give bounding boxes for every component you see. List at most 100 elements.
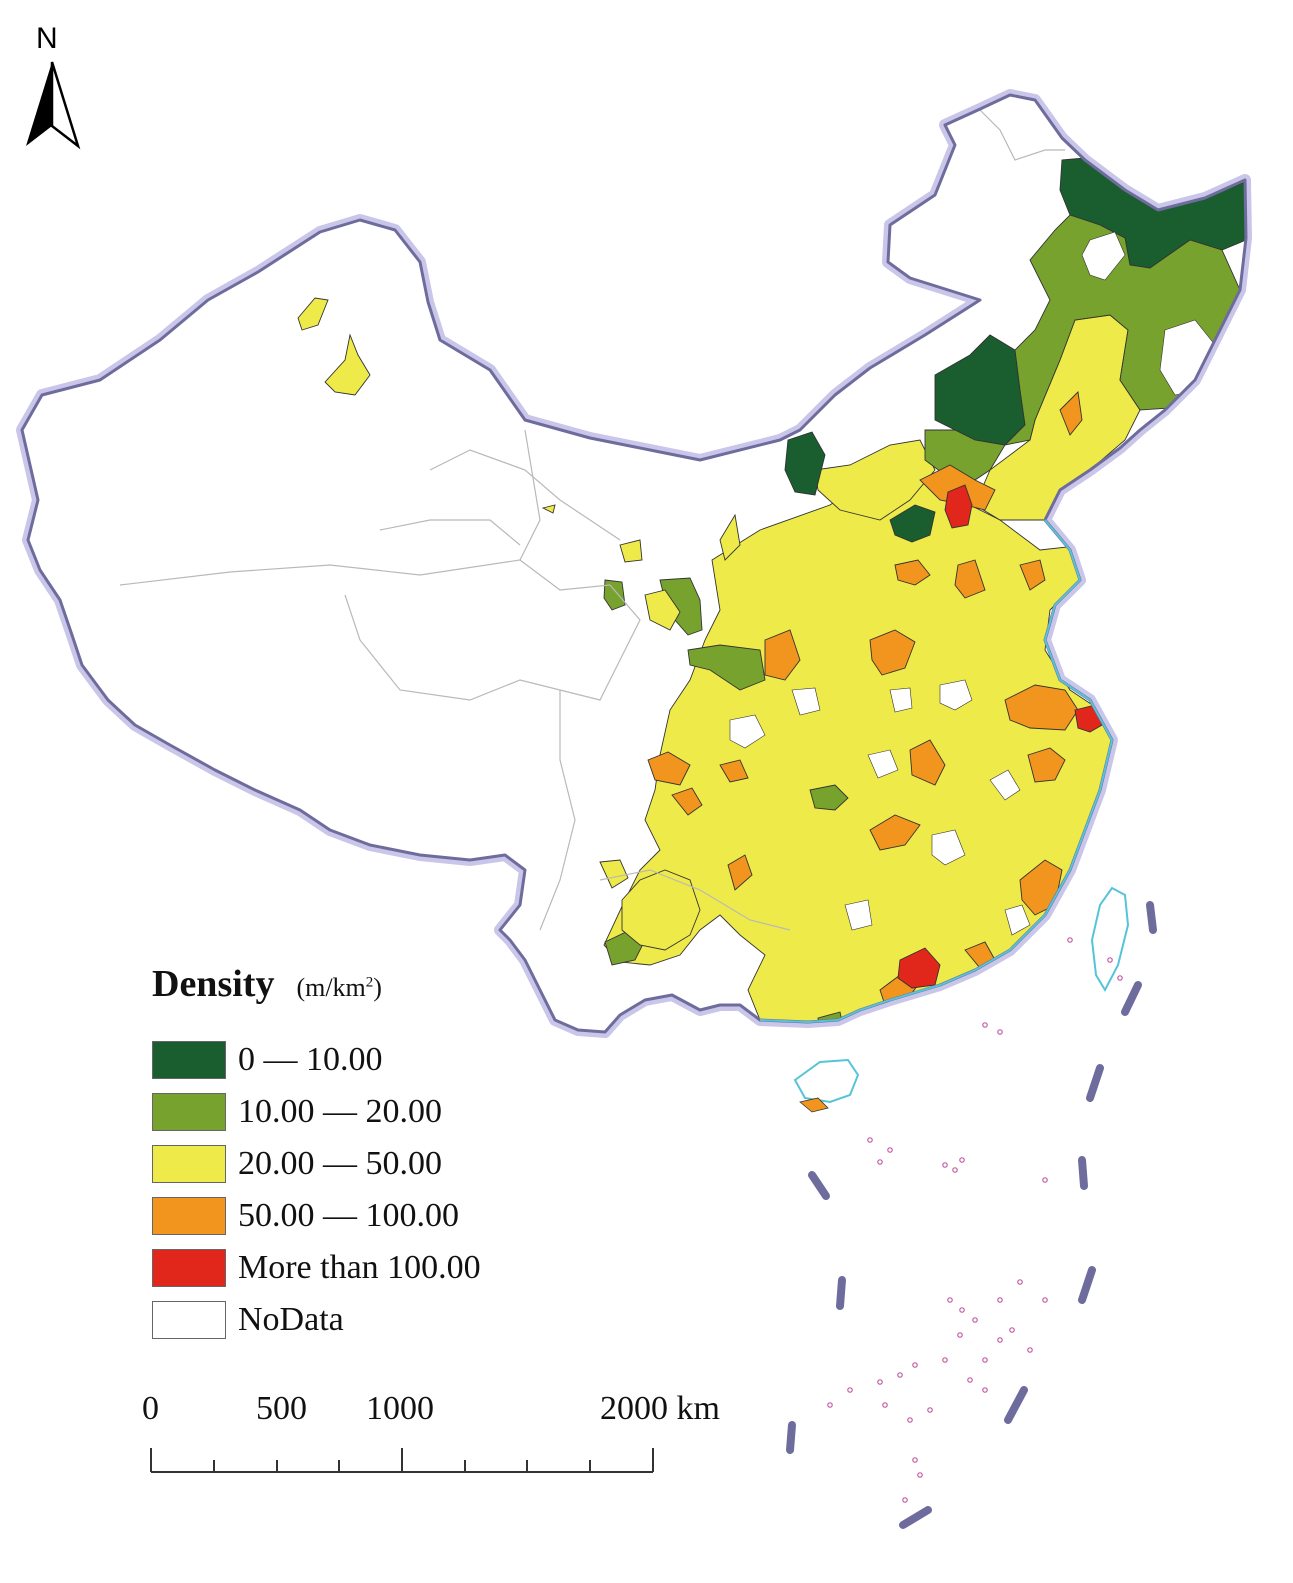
- legend-label: NoData: [238, 1301, 344, 1338]
- legend-item: NoData: [152, 1294, 481, 1346]
- island-dot: [972, 1317, 978, 1323]
- dash-segment: [786, 1421, 796, 1454]
- island-dot: [917, 1472, 923, 1478]
- legend-unit: (m/km2): [296, 973, 382, 1003]
- density-region-6: [784, 431, 826, 496]
- island-dot: [952, 1167, 958, 1173]
- scale-bar: 0 500 1000 2000 km: [140, 1390, 760, 1480]
- density-region-31: [764, 629, 801, 681]
- density-region-3: [814, 439, 936, 521]
- island-dot: [1067, 937, 1073, 943]
- density-region-36: [869, 814, 921, 851]
- legend-item: More than 100.00: [152, 1242, 481, 1294]
- legend-swatch: [152, 1301, 226, 1339]
- island-dot: [942, 1357, 948, 1363]
- legend-unit-suffix: ): [373, 973, 382, 1002]
- density-region-42: [944, 484, 973, 529]
- hainan-orange-region: [799, 1097, 829, 1113]
- legend-item: 10.00 — 20.00: [152, 1086, 481, 1138]
- legend-label: 10.00 — 20.00: [238, 1093, 442, 1130]
- legend-label: More than 100.00: [238, 1249, 481, 1286]
- density-region-29: [1004, 684, 1079, 731]
- density-region-28: [869, 629, 916, 676]
- island-dot: [847, 1387, 853, 1393]
- north-arrow: N: [22, 22, 82, 152]
- dash-segment: [1086, 1064, 1104, 1102]
- north-arrow-icon: [26, 61, 81, 150]
- island-dot: [1042, 1297, 1048, 1303]
- density-region-16: [621, 869, 701, 951]
- island-dot: [982, 1387, 988, 1393]
- density-region-52: [844, 899, 873, 931]
- dash-segment: [1146, 901, 1157, 934]
- legend: Density (m/km2) 0 — 10.00 10.00 — 20.00 …: [152, 962, 481, 1346]
- dash-segment: [1078, 1266, 1096, 1304]
- density-region-51: [931, 829, 966, 866]
- island-dot: [1017, 1279, 1023, 1285]
- density-region-32: [647, 751, 691, 786]
- island-dot: [982, 1022, 988, 1028]
- density-region-24: [919, 464, 996, 511]
- province-boundaries: [119, 109, 1065, 931]
- island-dot: [927, 1407, 933, 1413]
- density-region-23: [541, 504, 556, 514]
- scale-bar-ruler: [150, 1448, 654, 1473]
- density-region-22: [297, 297, 329, 331]
- island-dot: [997, 1297, 1003, 1303]
- sea-islands: [827, 937, 1123, 1503]
- density-region-25: [894, 559, 931, 586]
- dash-segment: [836, 1276, 846, 1310]
- density-region-49: [867, 749, 899, 779]
- density-region-37: [909, 739, 946, 786]
- density-regions: [297, 157, 1246, 1032]
- density-region-26: [954, 559, 986, 599]
- legend-label: 50.00 — 100.00: [238, 1197, 459, 1234]
- island-dot: [942, 1162, 948, 1168]
- density-region-12: [603, 579, 626, 611]
- island-dot: [1042, 1177, 1048, 1183]
- island-dot: [912, 1362, 918, 1368]
- dash-segment: [1004, 1386, 1028, 1424]
- island-dot: [947, 1297, 953, 1303]
- island-dot: [902, 1497, 908, 1503]
- density-region-17: [599, 859, 629, 889]
- legend-swatch: [152, 1041, 226, 1079]
- density-region-48: [939, 679, 973, 711]
- density-region-39: [1059, 391, 1083, 436]
- legend-item: 0 — 10.00: [152, 1034, 481, 1086]
- north-label: N: [36, 22, 58, 55]
- island-dot: [997, 1029, 1003, 1035]
- density-region-53: [1004, 904, 1031, 936]
- island-dot: [997, 1337, 1003, 1343]
- island-dot: [959, 1157, 965, 1163]
- island-dot: [827, 1402, 833, 1408]
- island-dot: [957, 1332, 963, 1338]
- legend-title: Density (m/km2): [152, 962, 481, 1006]
- scale-label: 2000 km: [600, 1390, 720, 1427]
- density-region-50: [989, 769, 1021, 801]
- island-dot: [897, 1372, 903, 1378]
- dash-segment: [899, 1506, 932, 1529]
- legend-label: 20.00 — 50.00: [238, 1145, 442, 1182]
- island-dot: [882, 1402, 888, 1408]
- density-region-20: [719, 513, 741, 561]
- density-region-34: [719, 759, 749, 783]
- island-dot: [912, 1457, 918, 1463]
- scale-label: 500: [256, 1390, 307, 1427]
- density-region-46: [791, 687, 821, 716]
- island-dot: [982, 1357, 988, 1363]
- density-region-19: [619, 539, 643, 563]
- south-china-sea-dashes: [786, 901, 1157, 1529]
- dash-segment: [1121, 981, 1142, 1016]
- density-region-35: [727, 854, 753, 891]
- island-dot: [1027, 1347, 1033, 1353]
- legend-item: 20.00 — 50.00: [152, 1138, 481, 1190]
- legend-unit-prefix: (m/km: [296, 973, 366, 1002]
- scale-label: 0: [142, 1390, 159, 1427]
- density-region-33: [671, 787, 703, 816]
- island-dot: [1107, 957, 1113, 963]
- density-region-21: [324, 333, 371, 396]
- legend-label: 0 — 10.00: [238, 1041, 383, 1078]
- density-region-18: [644, 589, 681, 631]
